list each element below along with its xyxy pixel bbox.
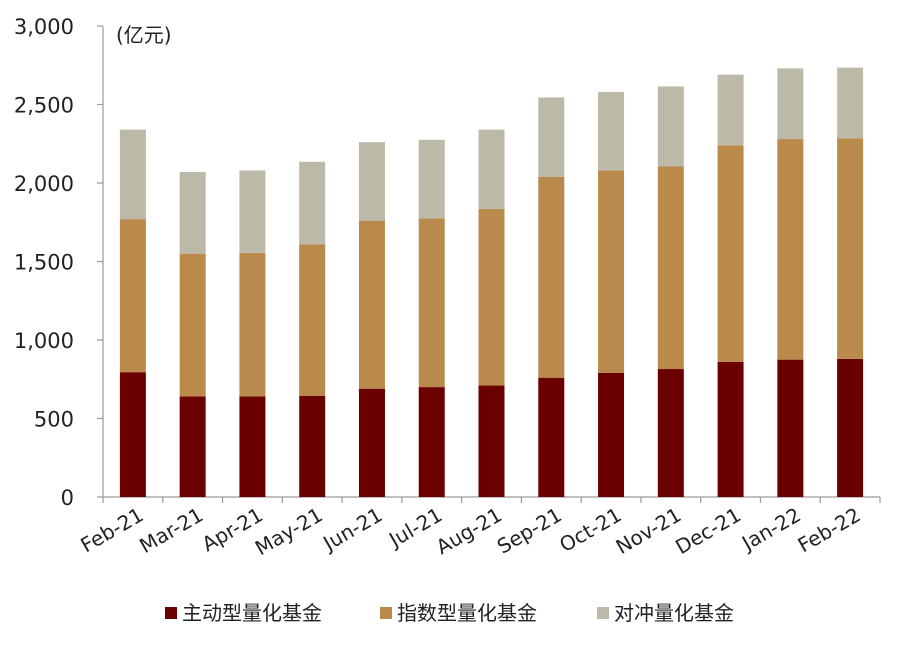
bar-segment-3-Feb-21	[119, 129, 146, 220]
x-tick-label: Sep-21	[493, 503, 566, 559]
bar-segment-2-Apr-21	[239, 252, 266, 397]
x-axis: Feb-21Mar-21Apr-21May-21Jun-21Jul-21Aug-…	[76, 496, 881, 561]
y-axis: 0 500 1,000 1,500 2,000 2,500 3,000	[14, 15, 104, 510]
x-tick-label: Oct-21	[555, 503, 625, 557]
bar-segment-1-Sep-21	[538, 377, 565, 497]
bar-segment-1-Feb-22	[837, 358, 864, 497]
x-tick-label: Mar-21	[135, 503, 207, 558]
bar-segment-2-Feb-21	[119, 219, 146, 373]
unit-label: (亿元)	[116, 23, 172, 47]
legend-swatch	[165, 607, 177, 619]
bar-segment-2-Sep-21	[538, 176, 565, 378]
bar-segment-3-May-21	[299, 161, 326, 245]
legend-label: 对冲量化基金	[614, 601, 734, 625]
bar-segment-1-Oct-21	[598, 372, 625, 497]
bar-segment-3-Jan-22	[777, 68, 804, 140]
bar-segment-1-Aug-21	[478, 385, 505, 497]
bar-segment-2-Jan-22	[777, 139, 804, 360]
x-tick-label: May-21	[251, 503, 327, 561]
y-tick-label: 3,000	[14, 15, 74, 39]
bar-segment-3-Dec-21	[717, 74, 744, 146]
y-tick-label: 0	[61, 486, 74, 510]
x-tick-label: Dec-21	[671, 503, 745, 559]
legend-swatch	[380, 607, 392, 619]
bar-segment-1-Feb-21	[119, 372, 146, 497]
bar-segment-2-Jul-21	[418, 218, 445, 388]
bar-segment-1-Apr-21	[239, 396, 266, 497]
y-tick-label: 1,500	[14, 251, 74, 275]
bar-segment-2-Dec-21	[717, 145, 744, 362]
bar-segment-2-Nov-21	[657, 166, 684, 370]
bar-segment-3-Nov-21	[657, 86, 684, 167]
x-tick-label: Jan-22	[736, 503, 805, 557]
bar-segment-3-Aug-21	[478, 129, 505, 209]
bar-segment-3-Feb-22	[837, 67, 864, 139]
bar-segment-2-Feb-22	[837, 138, 864, 359]
x-tick-label: Aug-21	[432, 503, 506, 560]
x-tick-label: Feb-22	[794, 503, 865, 558]
bar-segment-1-Jun-21	[358, 388, 385, 497]
bar-segment-3-Sep-21	[538, 97, 565, 177]
x-tick-label: Jun-21	[317, 503, 386, 557]
legend-swatch	[597, 607, 609, 619]
bar-segment-2-May-21	[299, 244, 326, 396]
bar-segment-1-Dec-21	[717, 361, 744, 497]
bar-segment-3-Jul-21	[418, 139, 445, 219]
bar-segment-2-Jun-21	[358, 220, 385, 389]
legend: 主动型量化基金 指数型量化基金 对冲量化基金	[165, 601, 734, 625]
bar-segment-3-Jun-21	[358, 142, 385, 221]
x-tick-label: Feb-21	[76, 503, 147, 558]
bar-segment-3-Mar-21	[179, 172, 206, 254]
bar-segment-1-Nov-21	[657, 369, 684, 497]
bars	[119, 67, 864, 497]
bar-segment-1-Mar-21	[179, 396, 206, 497]
bar-segment-2-Aug-21	[478, 208, 505, 386]
y-tick-label: 2,000	[14, 172, 74, 196]
bar-segment-1-Jan-22	[777, 359, 804, 497]
y-tick-label: 2,500	[14, 94, 74, 118]
y-tick-label: 1,000	[14, 329, 74, 353]
bar-segment-1-May-21	[299, 395, 326, 497]
bar-segment-3-Oct-21	[598, 91, 625, 171]
legend-label: 指数型量化基金	[397, 601, 537, 625]
y-tick-label: 500	[34, 408, 74, 432]
legend-label: 主动型量化基金	[182, 601, 322, 625]
bar-segment-2-Oct-21	[598, 170, 625, 373]
x-tick-label: Nov-21	[612, 503, 686, 559]
bar-segment-2-Mar-21	[179, 253, 206, 397]
bar-segment-1-Jul-21	[418, 387, 445, 497]
bar-segment-3-Apr-21	[239, 170, 266, 253]
